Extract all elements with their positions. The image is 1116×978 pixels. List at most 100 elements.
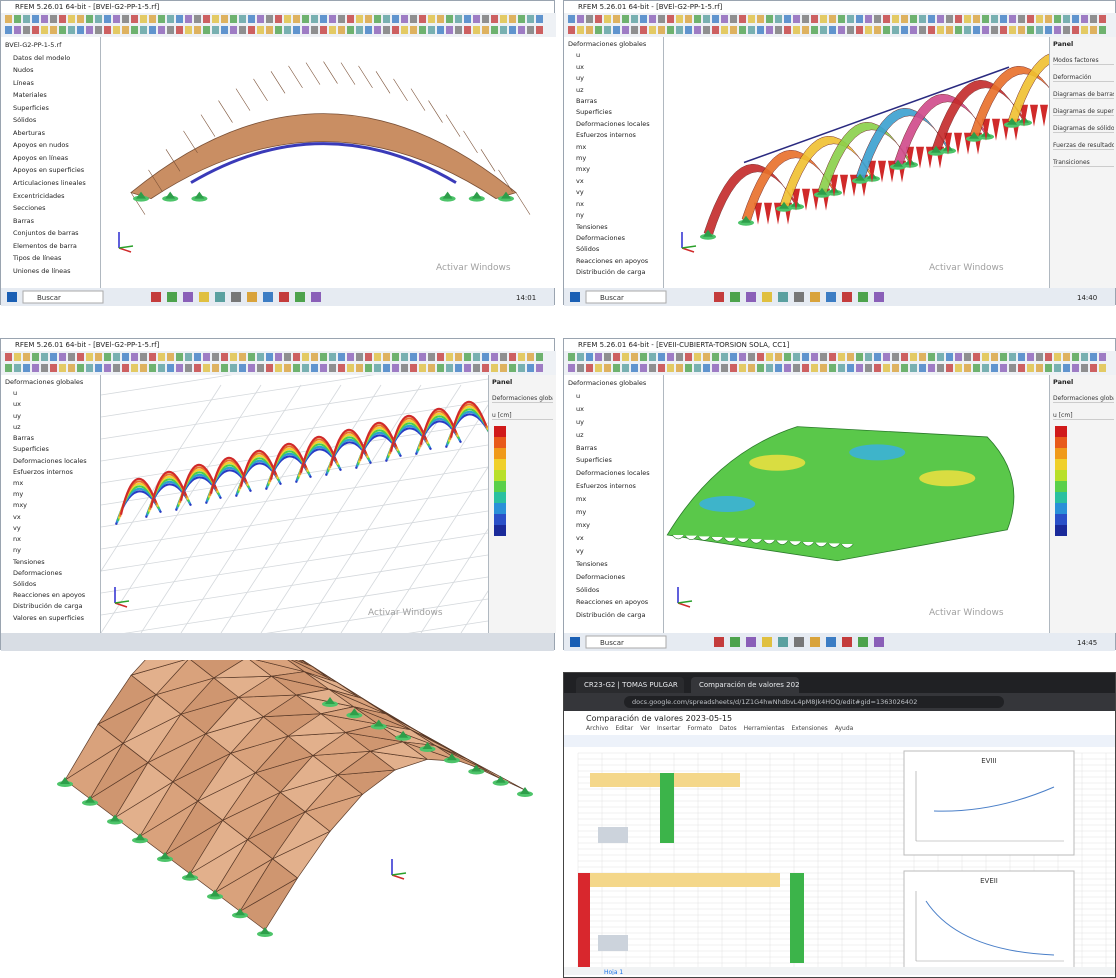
toolbar-icon: [347, 364, 354, 372]
toolbar-icon: [104, 15, 111, 23]
toolbar-icon: [892, 364, 899, 372]
toolbar-icon: [1054, 15, 1061, 23]
toolbar-icon: [401, 15, 408, 23]
toolbar-icon: [784, 15, 791, 23]
floor-grid: [101, 444, 488, 506]
toolbar-icon: [320, 15, 327, 23]
toolbar-icon: [176, 364, 183, 372]
toolbar-icon: [329, 353, 336, 361]
toolbar-icon: [5, 353, 12, 361]
tree-item: my: [576, 508, 587, 517]
tree-item: uz: [576, 430, 584, 439]
fringe: [906, 146, 914, 169]
toolbar-icon: [667, 364, 674, 372]
toolbar-icon: [1009, 26, 1016, 34]
toolbar: [1, 351, 556, 375]
toolbar-icon: [536, 15, 543, 23]
toolbar-icon: [5, 26, 12, 34]
tree-item: Distribución de carga: [13, 602, 83, 611]
navigator-tree: Deformaciones globales u ux uy uz Barras Super…: [564, 37, 664, 288]
app-icon: [247, 292, 257, 302]
tree-item: Tipos de líneas: [13, 254, 62, 263]
floor-grid: [101, 384, 222, 572]
header-cell: [590, 873, 780, 887]
toolbar-icon: [919, 26, 926, 34]
toolbar-icon: [473, 364, 480, 372]
start-button: [570, 292, 580, 302]
toolbar-icon: [158, 15, 165, 23]
sheet-toolbar: [564, 735, 1115, 747]
tree-item: Deformaciones locales: [576, 469, 650, 478]
tree-item: Articulaciones lineales: [13, 179, 86, 188]
toolbar-icon: [239, 353, 246, 361]
mesh-line: [165, 149, 181, 172]
toolbar-icon: [356, 353, 363, 361]
scallop: [685, 535, 698, 540]
colored-arch: [149, 471, 188, 508]
panel-item: Transiciones: [1053, 159, 1114, 167]
tree-item: vy: [576, 188, 584, 197]
toolbar-icon: [500, 353, 507, 361]
toolbar-icon: [68, 15, 75, 23]
tree-item: u: [576, 51, 581, 60]
toolbar-icon: [95, 15, 102, 23]
tree-item: Superficies: [13, 103, 49, 112]
support-cone: [501, 191, 511, 199]
toolbar-icon: [649, 26, 656, 34]
app-icon: [215, 292, 225, 302]
toolbar-icon: [158, 353, 165, 361]
toolbar-icon: [410, 26, 417, 34]
toolbar-icon: [77, 353, 84, 361]
toolbar-icon: [892, 15, 899, 23]
toolbar-icon: [991, 26, 998, 34]
toolbar-icon: [586, 364, 593, 372]
tree-item: Deformaciones locales: [576, 119, 650, 128]
toolbar-icon: [991, 15, 998, 23]
support-cone: [398, 730, 409, 738]
toolbar-icon: [104, 353, 111, 361]
support-cone: [85, 795, 95, 803]
app-icon: [199, 292, 209, 302]
toolbar-icon: [401, 353, 408, 361]
tree-item: nx: [13, 535, 21, 544]
toolbar-icon: [257, 364, 264, 372]
axis-x: [681, 247, 695, 253]
toolbar-icon: [338, 364, 345, 372]
toolbar-icon: [955, 26, 962, 34]
viewport: Activar Windows: [101, 375, 488, 633]
toolbar-icon: [1072, 364, 1079, 372]
toolbar-icon: [464, 26, 471, 34]
toolbar-icon: [856, 353, 863, 361]
fringe: [792, 188, 800, 211]
panel-item: Fuerzas de resultado: [1053, 142, 1114, 150]
toolbar-icon: [50, 15, 57, 23]
tree-item: Conjuntos de barras: [13, 229, 79, 238]
floor-grid: [101, 384, 262, 633]
toolbar-icon: [23, 15, 30, 23]
toolbar-icon: [865, 364, 872, 372]
app-icon: [778, 292, 788, 302]
mesh-line: [253, 78, 268, 102]
toolbar-icon: [1000, 26, 1007, 34]
axis-y: [114, 600, 130, 604]
support-cone: [235, 908, 245, 916]
mesh-line: [428, 100, 443, 123]
toolbar-icon: [239, 26, 246, 34]
legend-swatch: [1055, 437, 1067, 448]
app-icon: [762, 292, 772, 302]
toolbar-icon: [365, 15, 372, 23]
tree-item: Distribución de carga: [576, 611, 646, 620]
support-cone: [442, 191, 453, 199]
toolbar-icon: [158, 26, 165, 34]
app-icon: [263, 292, 273, 302]
app-icon: [794, 292, 804, 302]
toolbar-icon: [721, 364, 728, 372]
rfem-window: RFEM 5.26.01 64-bit - [BVEl-G2-PP-1-5.rf…: [0, 0, 556, 306]
toolbar-icon: [257, 353, 264, 361]
tree-item: Tensiones: [13, 557, 45, 566]
floor-grid: [140, 384, 302, 633]
toolbar-icon: [1063, 26, 1070, 34]
toolbar-icon: [919, 364, 926, 372]
toolbar-icon: [847, 26, 854, 34]
toolbar-icon: [41, 26, 48, 34]
